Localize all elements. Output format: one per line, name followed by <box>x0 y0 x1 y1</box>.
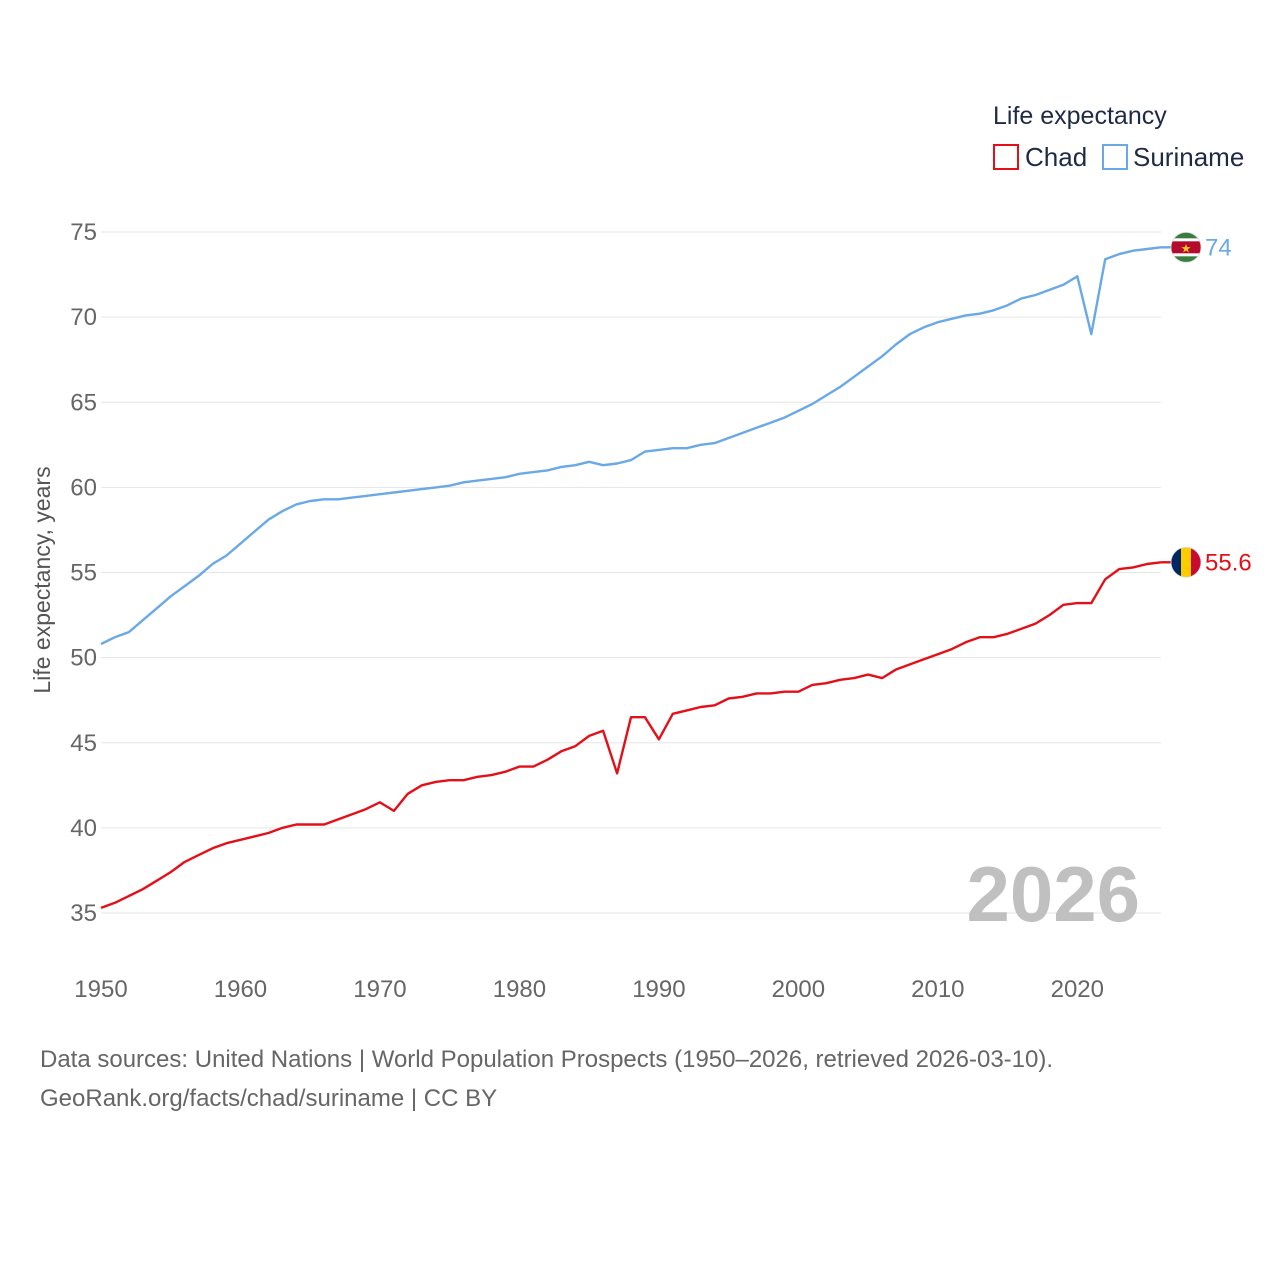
y-tick-55: 55 <box>70 560 97 587</box>
series-line-suriname <box>100 246 1162 646</box>
y-tick-35: 35 <box>70 900 97 927</box>
y-tick-70: 70 <box>70 304 97 331</box>
legend-swatch-suriname[interactable] <box>1102 144 1128 170</box>
legend-title: Life expectancy <box>993 102 1167 130</box>
y-tick-75: 75 <box>70 219 97 246</box>
y-axis-ticks: 35 40 45 50 55 60 65 70 75 <box>70 219 97 927</box>
legend-swatch-chad[interactable] <box>993 144 1019 170</box>
end-label-suriname: 74 <box>1205 234 1232 261</box>
y-axis-title: Life expectancy, years <box>29 466 55 693</box>
y-tick-40: 40 <box>70 815 97 842</box>
y-tick-60: 60 <box>70 474 97 501</box>
x-tick-1960: 1960 <box>214 976 267 1003</box>
legend-label-chad[interactable]: Chad <box>1025 142 1087 172</box>
x-tick-2020: 2020 <box>1051 976 1104 1003</box>
y-tick-45: 45 <box>70 730 97 757</box>
legend: Life expectancy Chad Suriname <box>993 102 1244 172</box>
year-label: 2026 <box>966 850 1140 938</box>
series-line-chad <box>100 561 1162 910</box>
series-lines <box>100 246 1162 910</box>
x-tick-1980: 1980 <box>493 976 546 1003</box>
gridlines <box>101 231 1161 914</box>
x-tick-2010: 2010 <box>911 976 964 1003</box>
x-tick-1970: 1970 <box>353 976 406 1003</box>
x-tick-1950: 1950 <box>74 976 127 1003</box>
x-axis-ticks: 1950 1960 1970 1980 1990 2000 2010 2020 <box>74 976 1104 1003</box>
x-tick-1990: 1990 <box>632 976 685 1003</box>
chad-flag-icon <box>1161 546 1202 578</box>
end-label-chad: 55.6 <box>1205 549 1252 576</box>
svg-text:★: ★ <box>1181 241 1192 255</box>
legend-label-suriname[interactable]: Suriname <box>1133 142 1244 172</box>
y-tick-50: 50 <box>70 645 97 672</box>
source-line-1: Data sources: United Nations | World Pop… <box>40 1046 1054 1073</box>
x-tick-2000: 2000 <box>772 976 825 1003</box>
series-end-markers: 55.6 ★ 74 <box>1161 231 1252 578</box>
y-tick-65: 65 <box>70 389 97 416</box>
source-line-2: GeoRank.org/facts/chad/suriname | CC BY <box>40 1085 498 1112</box>
suriname-flag-icon: ★ <box>1161 231 1202 263</box>
